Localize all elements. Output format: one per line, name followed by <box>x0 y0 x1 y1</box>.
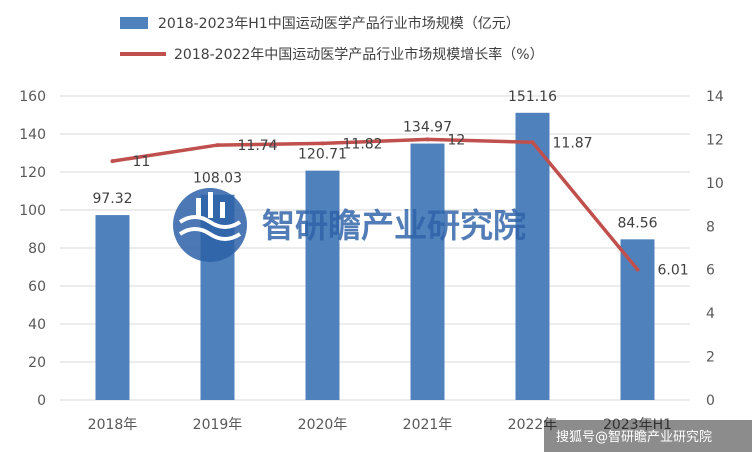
line-data-label: 11 <box>133 154 151 170</box>
line-point <box>425 137 430 142</box>
line-point <box>530 140 535 145</box>
y-right-tick-label: 6 <box>706 263 715 279</box>
y-right-tick-label: 8 <box>706 219 715 235</box>
y-right-tick-label: 4 <box>706 306 715 322</box>
watermark-text: 智研瞻产业研究院 <box>262 206 526 245</box>
y-left-tick-label: 140 <box>19 127 46 143</box>
x-tick-label: 2021年 <box>403 417 453 433</box>
axes: 0 20 40 60 80 100 120 140 160 0 2 4 6 8 10 12 14 2018年 201… <box>19 89 724 433</box>
bar-data-label: 108.03 <box>193 171 242 187</box>
y-right-tick-label: 0 <box>706 393 715 409</box>
bar-data-label: 84.56 <box>617 215 657 231</box>
bar-data-label: 97.32 <box>92 191 132 207</box>
y-right-tick-label: 10 <box>706 176 724 192</box>
gridlines <box>60 95 690 401</box>
bar <box>515 112 550 401</box>
line-data-label: 12 <box>448 132 466 148</box>
line-data-label: 11.82 <box>343 136 383 152</box>
bar-series <box>95 112 655 401</box>
growth-rate-line <box>112 137 639 271</box>
x-tick-label: 2020年 <box>298 417 348 433</box>
y-right-tick-label: 2 <box>706 350 715 366</box>
bar <box>95 215 130 400</box>
line-point <box>320 141 325 146</box>
line-series <box>110 137 640 272</box>
legend-label-growth-rate: 2018-2022年中国运动医学产品行业市场规模增长率（%） <box>174 46 544 63</box>
source-tag-text: 搜狐号@智研瞻产业研究院 <box>556 430 712 445</box>
bar-data-label: 120.71 <box>298 147 347 163</box>
legend: 2018-2023年H1中国运动医学产品行业市场规模（亿元） 2018-2022… <box>120 15 544 63</box>
y-left-tick-label: 60 <box>28 279 46 295</box>
data-labels: 97.32 108.03 120.71 134.97 151.16 84.56 11 11.7… <box>92 89 688 279</box>
watermark: 智研瞻产业研究院 <box>173 188 526 262</box>
x-tick-label: 2019年 <box>193 417 243 433</box>
y-right-tick-label: 14 <box>706 89 724 105</box>
x-tick-label: 2023年H1 <box>603 417 672 433</box>
y-left-tick-label: 100 <box>19 203 46 219</box>
y-left-tick-label: 120 <box>19 165 46 181</box>
y-left-tick-label: 0 <box>37 393 46 409</box>
line-point <box>635 267 640 272</box>
institute-logo-icon <box>173 188 247 262</box>
line-point <box>215 143 220 148</box>
y-left-tick-label: 80 <box>28 241 46 257</box>
bar <box>305 170 340 400</box>
source-tag: 搜狐号@智研瞻产业研究院 <box>544 420 752 452</box>
x-tick-label: 2018年 <box>88 417 138 433</box>
y-left-tick-label: 160 <box>19 89 46 105</box>
y-left-tick-label: 20 <box>28 355 46 371</box>
bar-data-label: 134.97 <box>403 120 452 136</box>
line-data-label: 11.74 <box>238 138 278 154</box>
x-tick-label: 2022年 <box>508 417 558 433</box>
bar-data-label: 151.16 <box>508 89 557 105</box>
legend-swatch-bar <box>120 17 148 29</box>
legend-label-market-size: 2018-2023年H1中国运动医学产品行业市场规模（亿元） <box>158 15 520 32</box>
y-right-tick-label: 12 <box>706 132 724 148</box>
bar <box>620 239 655 400</box>
y-left-tick-label: 40 <box>28 317 46 333</box>
line-data-label: 6.01 <box>658 262 689 278</box>
line-data-label: 11.87 <box>553 135 593 151</box>
line-point <box>110 159 115 164</box>
bar <box>410 143 445 400</box>
